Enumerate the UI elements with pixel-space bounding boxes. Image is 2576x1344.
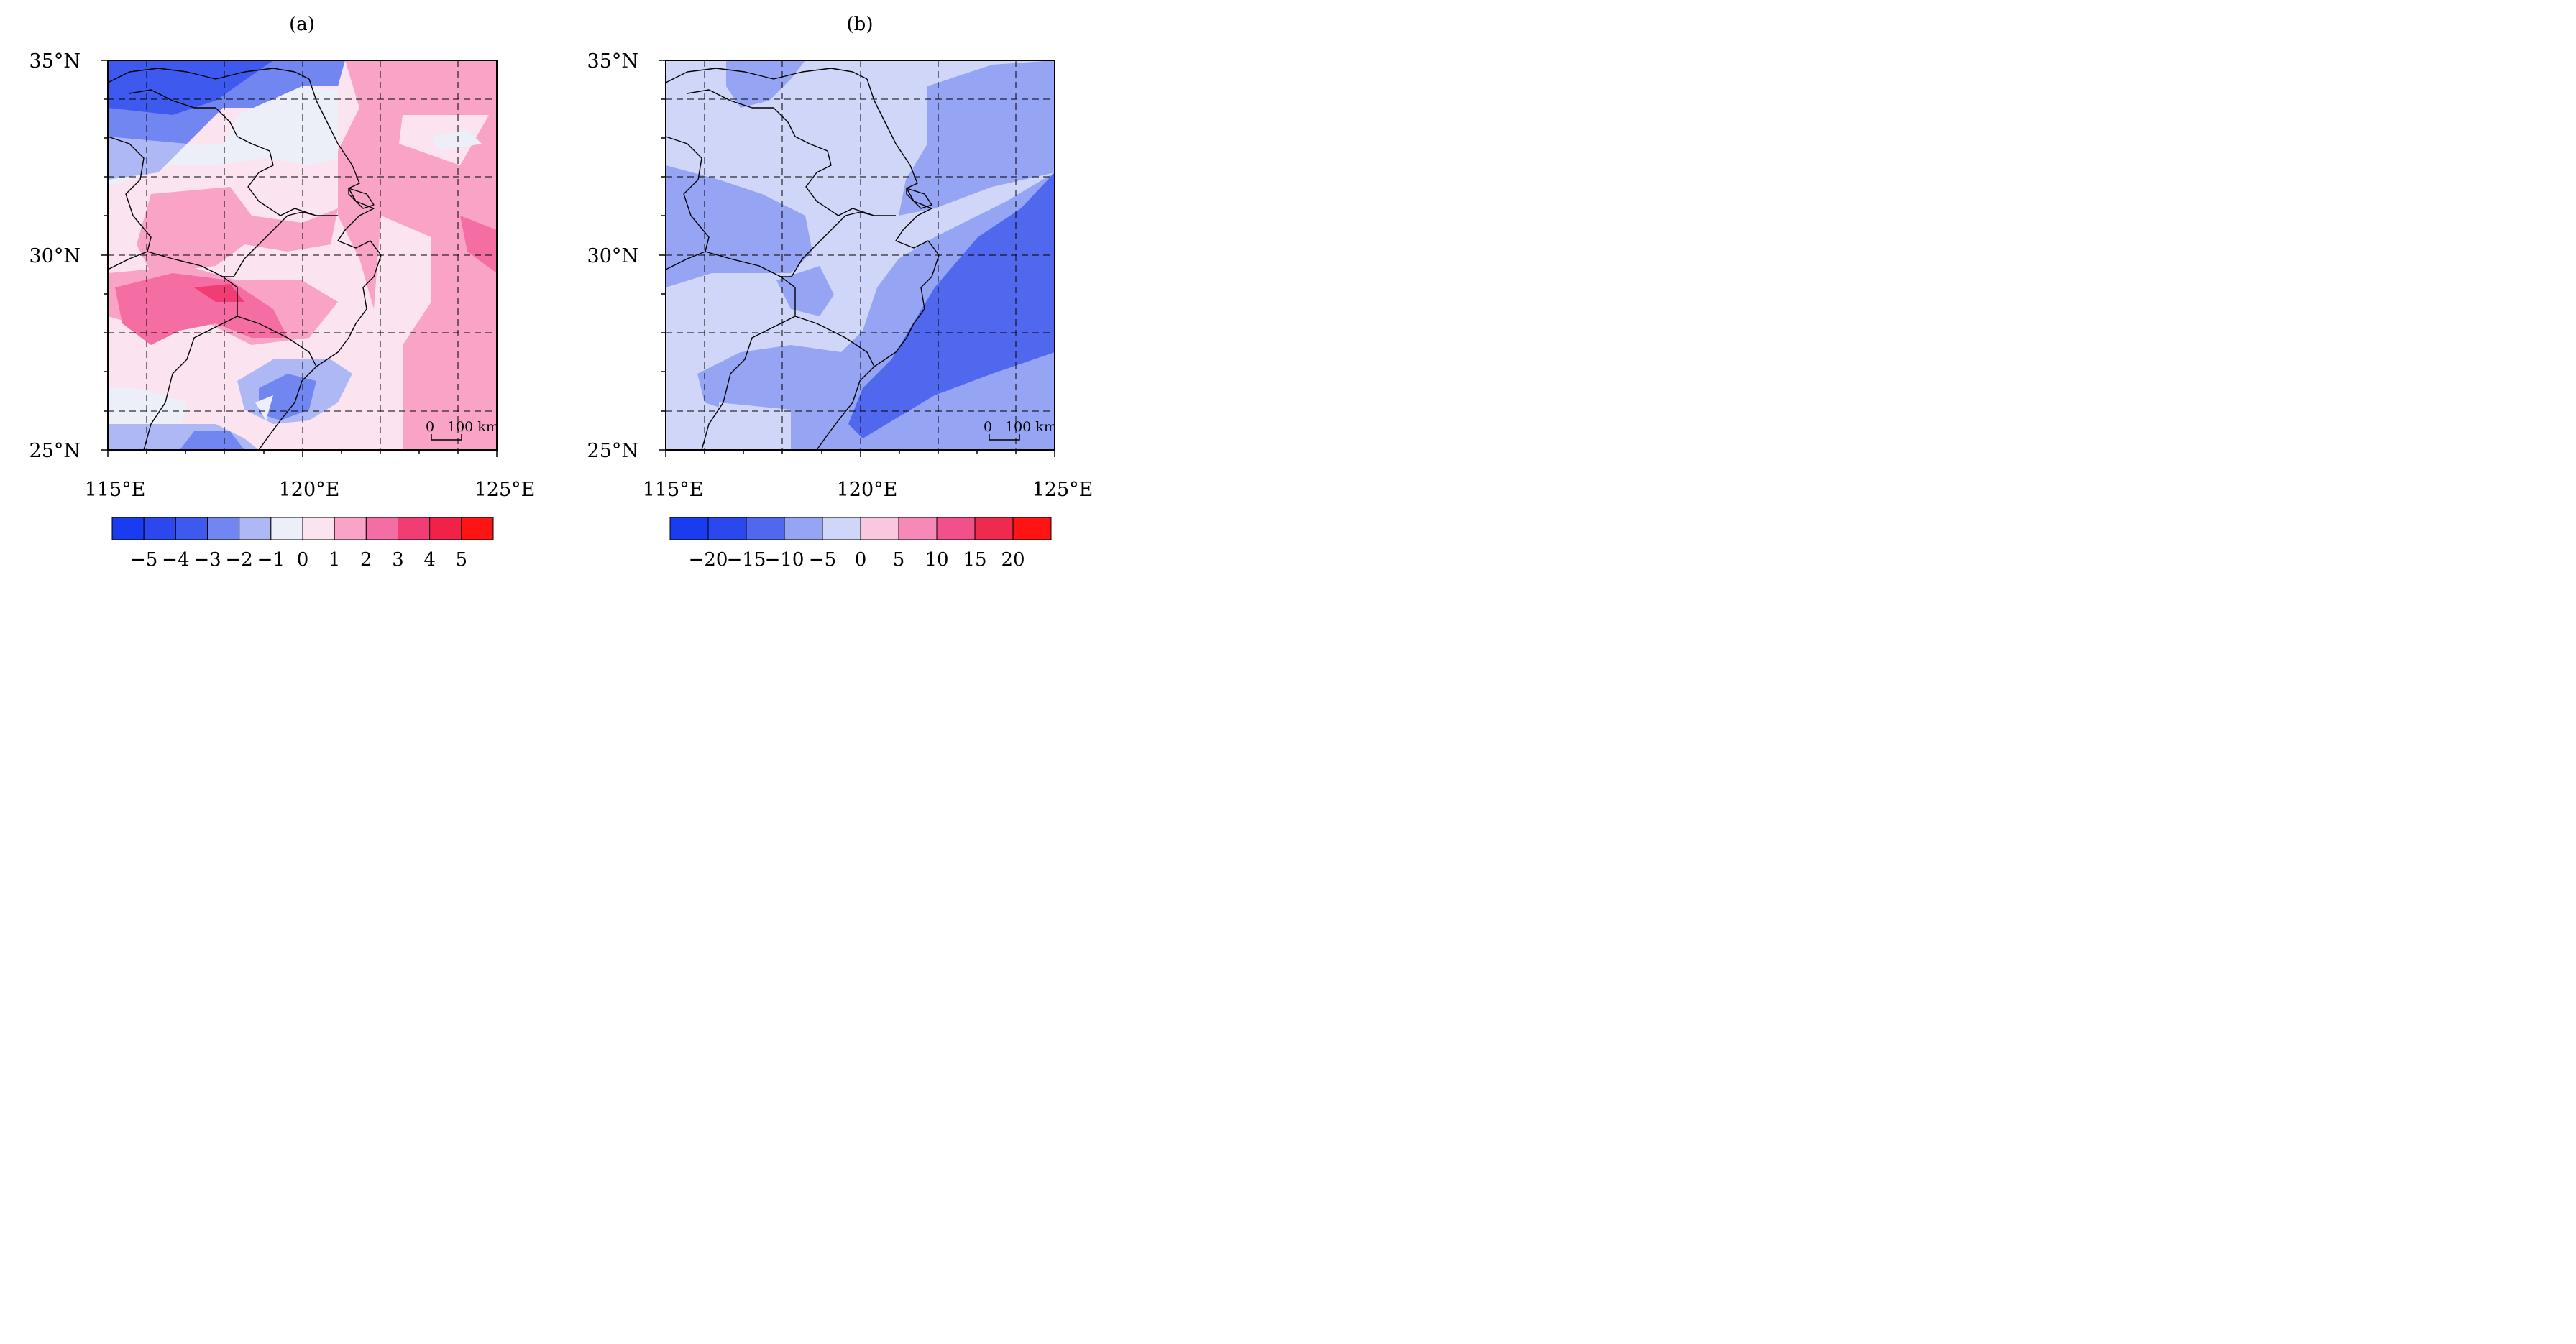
panel-a-colorbar-tick-label: 1 bbox=[329, 549, 341, 571]
panel-a-colorbar-tick-label: −4 bbox=[162, 549, 189, 571]
panel-a-lon-120: 120°E bbox=[279, 479, 340, 501]
panel-b-colorbar-tick-label: −15 bbox=[727, 549, 766, 571]
panel-b-scale-bar: 0 100 km bbox=[984, 419, 1057, 441]
panel-b-colorbar-tick-label: 0 bbox=[855, 549, 867, 571]
panel-a-colorbar-swatch bbox=[365, 517, 399, 540]
panel-b-grid bbox=[666, 60, 1055, 450]
panel-b-lat-25: 25°N bbox=[587, 440, 638, 462]
panel-a-lon-125: 125°E bbox=[475, 479, 536, 501]
panel-b-colorbar-swatch bbox=[898, 517, 938, 540]
panel-b-colorbar-tick-label: 5 bbox=[893, 549, 905, 571]
panel-a-colorbar-tick-label: −3 bbox=[193, 549, 221, 571]
panel-a-colorbar-swatch bbox=[111, 517, 145, 540]
panel-b-lat-30: 30°N bbox=[587, 245, 638, 267]
panel-b-colorbar-swatch bbox=[746, 517, 785, 540]
panel-a-colorbar-swatch bbox=[143, 517, 176, 540]
panel-b-lon-115: 115°E bbox=[643, 479, 704, 501]
panel-a-label: (a) bbox=[289, 14, 315, 35]
panel-b-label: (b) bbox=[847, 14, 874, 35]
panel-b-colorbar-tick-label: 15 bbox=[963, 549, 986, 571]
panel-b-colorbar-swatch bbox=[974, 517, 1014, 540]
panel-a-colorbar-tick-label: −1 bbox=[257, 549, 285, 571]
panel-a-colorbar-tick-label: −5 bbox=[130, 549, 157, 571]
panel-a: (a) bbox=[29, 14, 536, 571]
panel-a-colorbar-swatch bbox=[207, 517, 240, 540]
panel-a-colorbar-tick-label: 4 bbox=[423, 549, 436, 571]
panel-a-colorbar-swatch bbox=[334, 517, 367, 540]
panel-a-scale-zero: 0 bbox=[426, 419, 434, 435]
panel-a-boundaries bbox=[108, 68, 382, 450]
panel-a-colorbar-tick-label: −2 bbox=[226, 549, 253, 571]
panel-a-lon-115: 115°E bbox=[85, 479, 146, 501]
panel-a-colorbar-swatch bbox=[398, 517, 431, 540]
panel-a-colorbar-swatch bbox=[270, 517, 303, 540]
panel-b-boundaries bbox=[666, 68, 940, 450]
panel-b-colorbar-tick-label: −5 bbox=[809, 549, 836, 571]
panel-a-ticks bbox=[101, 60, 498, 457]
panel-a-colorbar-swatch bbox=[429, 517, 462, 540]
panel-a-lat-30: 30°N bbox=[29, 245, 81, 267]
panel-a-scale-distance: 100 km bbox=[447, 419, 499, 435]
panel-a-grid bbox=[108, 60, 497, 450]
panel-b-colorbar-swatch bbox=[669, 517, 709, 540]
panel-b: (b) bbox=[587, 14, 1094, 571]
panel-b-colorbar-swatch bbox=[936, 517, 976, 540]
panel-b-scale-zero: 0 bbox=[984, 419, 992, 435]
panel-a-lat-25: 25°N bbox=[29, 440, 81, 462]
panel-b-colorbar-tick-label: −10 bbox=[765, 549, 805, 571]
panel-b-lon-125: 125°E bbox=[1032, 479, 1094, 501]
panel-a-colorbar-swatch bbox=[461, 517, 494, 540]
panel-b-colorbar-swatch bbox=[822, 517, 861, 540]
panel-a-colorbar-tick-label: 0 bbox=[297, 549, 309, 571]
panel-b-colorbar-tick-label: 10 bbox=[925, 549, 948, 571]
panel-a-colorbar: −5 −4 −3 −2 −1 0 1 2 3 4 5 bbox=[111, 517, 494, 571]
panel-b-colorbar-tick-label: −20 bbox=[689, 549, 728, 571]
panel-b-colorbar-swatch bbox=[707, 517, 747, 540]
panel-a-lat-35: 35°N bbox=[29, 50, 81, 73]
panel-a-colorbar-swatch bbox=[239, 517, 272, 540]
panel-b-colorbar-swatch bbox=[860, 517, 899, 540]
panel-b-lat-35: 35°N bbox=[587, 50, 638, 73]
panel-a-colorbar-tick-label: 2 bbox=[360, 549, 372, 571]
panel-b-colorbar-tick-label: 20 bbox=[1001, 549, 1025, 571]
panel-a-colorbar-swatch bbox=[302, 517, 335, 540]
panel-a-colorbar-tick-label: 5 bbox=[456, 549, 468, 571]
figure: (a) bbox=[29, 14, 1094, 571]
panel-a-colorbar-tick-label: 3 bbox=[392, 549, 404, 571]
panel-b-lon-120: 120°E bbox=[837, 479, 898, 501]
panel-b-colorbar: −20−15−10 −5 0 5 10 15 20 bbox=[669, 517, 1052, 571]
panel-b-colorbar-swatch bbox=[1012, 517, 1052, 540]
panel-a-colorbar-swatch bbox=[175, 517, 208, 540]
panel-b-scale-distance: 100 km bbox=[1005, 419, 1057, 435]
panel-b-colorbar-swatch bbox=[784, 517, 823, 540]
panel-a-scale-bar: 0 100 km bbox=[426, 419, 499, 441]
panel-b-ticks bbox=[659, 60, 1055, 457]
